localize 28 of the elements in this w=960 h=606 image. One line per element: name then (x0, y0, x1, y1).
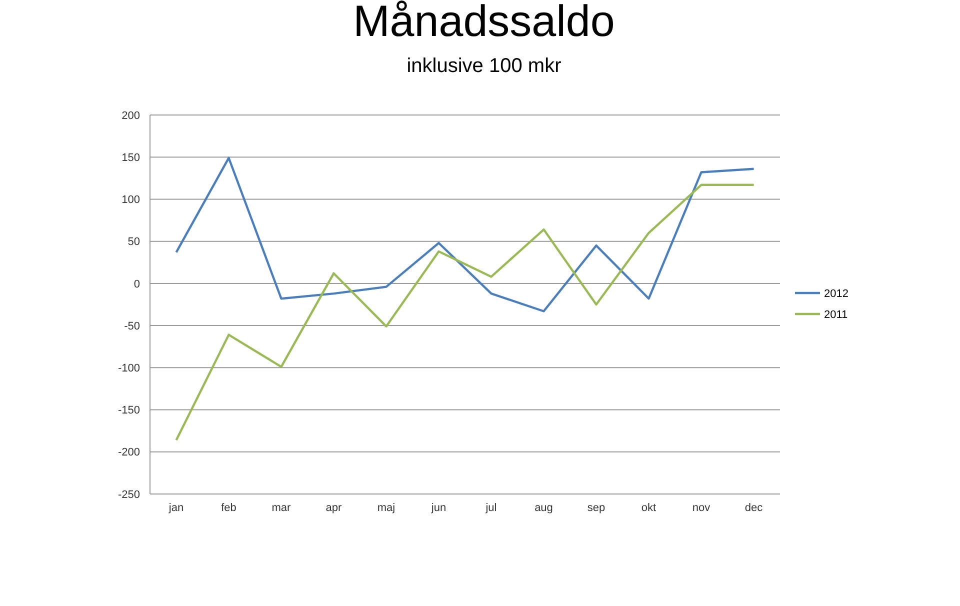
y-tick-label: 0 (134, 278, 140, 290)
chart-subtitle: inklusive 100 mkr (406, 55, 562, 77)
x-tick-label: dec (744, 502, 764, 514)
x-tick-label: sep (587, 502, 606, 514)
x-tick-label: feb (221, 502, 236, 514)
x-tick-label: jun (430, 502, 446, 514)
y-tick-label: 200 (122, 110, 140, 122)
x-tick-label: okt (641, 502, 656, 514)
y-tick-label: -250 (118, 488, 140, 501)
y-tick-label: 50 (128, 236, 140, 248)
y-tick-label: -100 (118, 362, 140, 375)
y-tick-label: -150 (118, 404, 140, 417)
x-tick-label: apr (326, 502, 342, 514)
x-tick-label: jul (484, 502, 497, 514)
chart-title: Månadssaldo (353, 0, 615, 46)
legend-label: 2011 (824, 308, 848, 321)
x-tick-label: jan (168, 502, 184, 514)
y-tick-label: -50 (124, 320, 140, 332)
line-series (175, 156, 755, 312)
y-tick-label: 100 (122, 194, 140, 206)
x-tick-label: maj (377, 502, 396, 514)
x-tick-label: aug (534, 502, 553, 514)
x-tick-label: mar (272, 502, 292, 514)
legend-label: 2012 (824, 288, 848, 300)
x-tick-label: nov (692, 502, 711, 514)
y-tick-label: -200 (118, 446, 140, 459)
line-series (175, 184, 755, 442)
y-tick-label: 150 (122, 152, 140, 164)
